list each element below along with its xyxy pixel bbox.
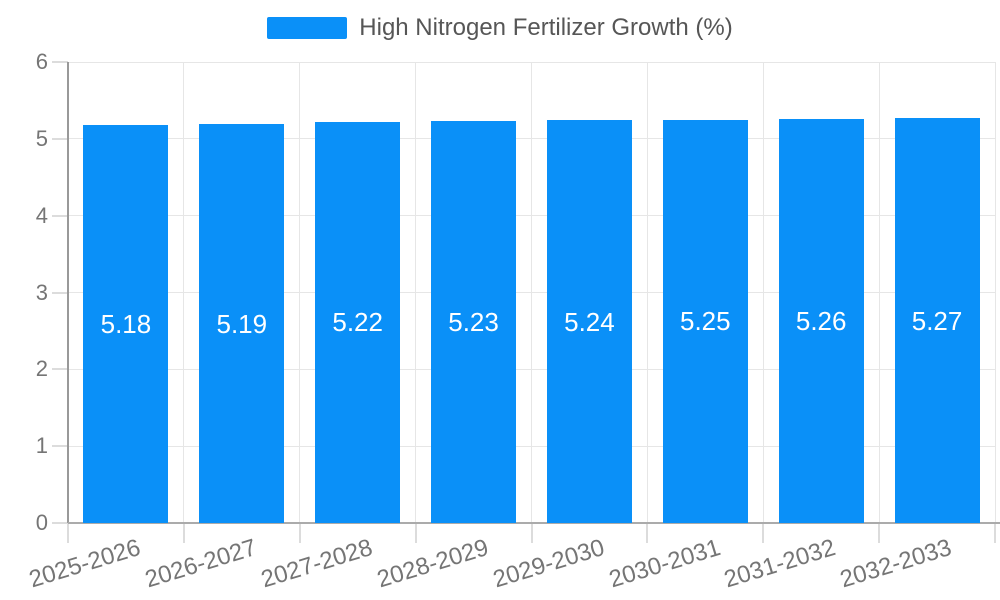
bar[interactable] — [662, 119, 748, 523]
y-axis-label: 1 — [35, 433, 48, 459]
x-axis-tick — [646, 523, 649, 543]
x-axis-label: 2025-2026 — [26, 534, 144, 594]
x-axis-label: 2032-2033 — [837, 534, 955, 594]
y-axis-label: 5 — [35, 125, 48, 151]
bar[interactable] — [199, 124, 285, 523]
x-gridline — [183, 62, 185, 523]
bar[interactable] — [83, 125, 169, 523]
x-axis-tick — [994, 523, 996, 543]
x-gridline — [415, 62, 417, 523]
bar[interactable] — [431, 121, 517, 523]
y-axis-tick — [52, 445, 68, 448]
x-axis-tick — [762, 523, 765, 543]
x-gridline — [646, 62, 648, 523]
y-axis-label: 4 — [35, 202, 48, 228]
bar-value-label: 5.22 — [332, 307, 383, 338]
x-axis-tick — [878, 523, 881, 543]
bar-value-label: 5.18 — [100, 309, 152, 339]
x-axis-line — [68, 522, 1000, 524]
y-axis-tick — [52, 214, 68, 217]
y-axis-tick — [52, 137, 68, 140]
y-axis-tick — [52, 522, 68, 524]
bar-value-label: 5.19 — [216, 308, 268, 339]
bar[interactable] — [778, 118, 864, 523]
y-axis-label: 2 — [35, 356, 48, 382]
x-axis-tick — [530, 523, 533, 543]
bar[interactable] — [546, 120, 632, 523]
x-axis-label: 2029-2030 — [489, 534, 608, 594]
y-axis-tick — [52, 291, 68, 294]
bar[interactable] — [894, 118, 980, 523]
x-axis-label: 2027-2028 — [257, 534, 376, 594]
y-axis-line — [67, 62, 69, 523]
x-gridline — [762, 62, 764, 523]
bar-value-label: 5.23 — [448, 307, 499, 338]
legend: High Nitrogen Fertilizer Growth (%) — [0, 14, 1000, 42]
x-axis-label: 2026-2027 — [142, 534, 260, 594]
y-axis-label: 3 — [35, 279, 48, 305]
x-gridline — [531, 62, 532, 523]
y-axis-label: 6 — [35, 49, 48, 74]
y-axis-tick — [52, 61, 68, 63]
x-gridline — [299, 62, 301, 523]
y-axis-label: 0 — [35, 510, 48, 535]
x-axis-label: 2030-2031 — [605, 534, 724, 594]
bar-value-label: 5.25 — [680, 306, 731, 337]
x-axis-label: 2031-2032 — [721, 534, 840, 594]
bar-value-label: 5.26 — [795, 305, 847, 336]
x-axis-tick — [298, 523, 301, 543]
x-axis-tick — [414, 523, 417, 543]
x-axis-tick — [67, 523, 69, 543]
x-axis-label: 2028-2029 — [373, 534, 492, 594]
bar-value-label: 5.27 — [911, 305, 963, 336]
legend-swatch[interactable] — [267, 17, 348, 39]
bar-value-label: 5.24 — [564, 306, 615, 337]
bar[interactable] — [315, 121, 401, 523]
legend-label[interactable]: High Nitrogen Fertilizer Growth (%) — [359, 14, 733, 41]
x-axis-tick — [182, 523, 185, 543]
y-axis-tick — [52, 368, 68, 371]
x-gridline — [994, 62, 996, 523]
x-gridline — [878, 62, 880, 523]
